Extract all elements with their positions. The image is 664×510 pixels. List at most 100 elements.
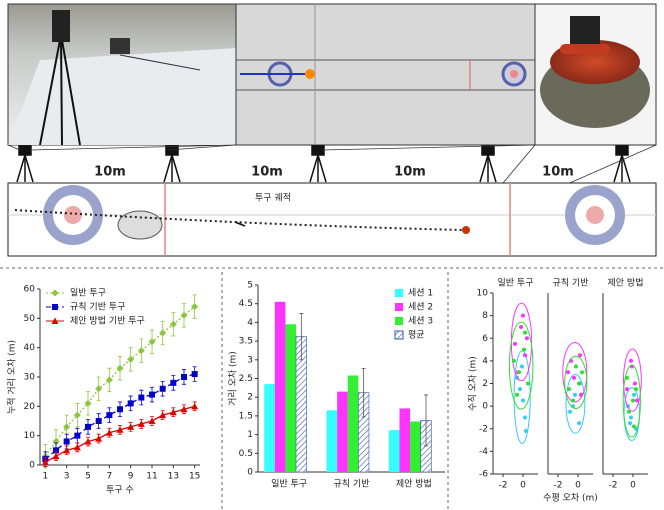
marker bbox=[148, 338, 156, 346]
point bbox=[625, 387, 629, 392]
bar bbox=[274, 301, 286, 472]
distance-label: 10m bbox=[94, 165, 126, 180]
y-tick-label: 60 bbox=[24, 285, 36, 295]
legend-label: 규칙 기반 투구 bbox=[70, 302, 125, 313]
point bbox=[629, 415, 633, 420]
x-tick-label: 1 bbox=[42, 472, 48, 482]
photo-rink-view bbox=[7, 3, 237, 146]
marker bbox=[127, 423, 135, 430]
point bbox=[526, 381, 530, 386]
separators bbox=[0, 267, 664, 510]
marker bbox=[53, 447, 59, 454]
point bbox=[633, 381, 637, 386]
photo-curling-stone bbox=[534, 3, 657, 146]
panel-title: 규칙 기반 bbox=[553, 278, 589, 289]
bar bbox=[285, 324, 297, 472]
bar bbox=[326, 410, 338, 472]
x-axis-label: 수평 오차 (m) bbox=[543, 492, 598, 504]
marker bbox=[74, 432, 81, 439]
point bbox=[579, 392, 583, 397]
y-tick-label: 5 bbox=[247, 281, 253, 291]
point bbox=[521, 398, 525, 403]
point bbox=[520, 364, 524, 369]
panel-title: 제안 방법 bbox=[608, 278, 644, 289]
marker bbox=[105, 376, 113, 384]
marker bbox=[137, 347, 145, 355]
marker bbox=[95, 418, 102, 424]
marker bbox=[180, 405, 188, 413]
marker bbox=[63, 438, 70, 445]
marker bbox=[84, 438, 92, 445]
marker bbox=[191, 371, 198, 378]
bar bbox=[388, 430, 400, 472]
point bbox=[625, 375, 629, 380]
confidence-ellipse bbox=[513, 350, 531, 444]
panel-title: 일반 투구 bbox=[498, 278, 534, 289]
legend-marker bbox=[51, 289, 59, 297]
point bbox=[632, 392, 636, 397]
x-tick-label: -2 bbox=[609, 481, 618, 491]
marker bbox=[137, 420, 145, 427]
y-tick-label: 0 bbox=[482, 402, 488, 412]
cameras bbox=[16, 145, 631, 183]
marker bbox=[159, 411, 167, 419]
point bbox=[577, 421, 581, 426]
bar bbox=[410, 421, 421, 472]
y-tick-label: 30 bbox=[24, 373, 36, 383]
marker bbox=[148, 417, 156, 424]
distance-label: 10m bbox=[394, 165, 426, 180]
point bbox=[524, 429, 528, 434]
y-tick-label: 1.5 bbox=[239, 411, 253, 421]
marker bbox=[73, 411, 81, 419]
marker bbox=[95, 435, 103, 442]
y-tick-label: -6 bbox=[479, 470, 488, 480]
y-tick-label: 10 bbox=[477, 289, 489, 299]
distance-label: 10m bbox=[542, 165, 574, 180]
legend-swatch bbox=[395, 289, 403, 297]
y-tick-label: 3 bbox=[247, 355, 253, 365]
x-tick-label: 일반 투구 bbox=[271, 479, 307, 490]
point bbox=[635, 398, 639, 403]
marker bbox=[41, 458, 49, 466]
marker bbox=[170, 379, 177, 386]
confidence-ellipse bbox=[623, 387, 641, 441]
legend-label: 평균 bbox=[408, 330, 425, 341]
bar bbox=[399, 408, 411, 472]
point bbox=[632, 424, 636, 429]
error-bar bbox=[423, 394, 428, 447]
point bbox=[568, 409, 572, 414]
point bbox=[515, 392, 519, 397]
legend-swatch bbox=[395, 303, 403, 311]
confidence-ellipse bbox=[622, 364, 641, 438]
point bbox=[627, 409, 631, 414]
y-tick-label: 0 bbox=[29, 461, 35, 471]
confidence-ellipse bbox=[564, 355, 588, 410]
point bbox=[521, 313, 525, 318]
bar bbox=[347, 375, 359, 472]
legend-marker bbox=[52, 304, 58, 310]
error-bar bbox=[299, 313, 304, 361]
marker bbox=[117, 406, 123, 413]
legend-label: 세션 1 bbox=[408, 288, 433, 299]
y-tick-label: -2 bbox=[479, 424, 488, 434]
point bbox=[522, 347, 526, 352]
bar bbox=[264, 384, 275, 472]
marker bbox=[84, 399, 92, 407]
marker bbox=[138, 394, 145, 401]
y-tick-label: 0 bbox=[247, 468, 253, 478]
distance-labels: 10m 10m 10m 10m bbox=[94, 165, 574, 180]
point bbox=[578, 353, 582, 358]
marker bbox=[116, 426, 124, 433]
y-tick-label: 0.5 bbox=[239, 449, 253, 459]
point bbox=[512, 358, 516, 363]
x-tick-label: 규칙 기반 bbox=[334, 479, 370, 490]
marker bbox=[95, 385, 103, 393]
marker bbox=[169, 408, 177, 416]
x-tick-label: 0 bbox=[520, 481, 526, 491]
marker bbox=[180, 311, 188, 319]
x-tick-label: 11 bbox=[146, 472, 157, 482]
marker bbox=[159, 329, 167, 337]
confidence-ellipse bbox=[508, 321, 534, 410]
marker bbox=[127, 400, 134, 407]
